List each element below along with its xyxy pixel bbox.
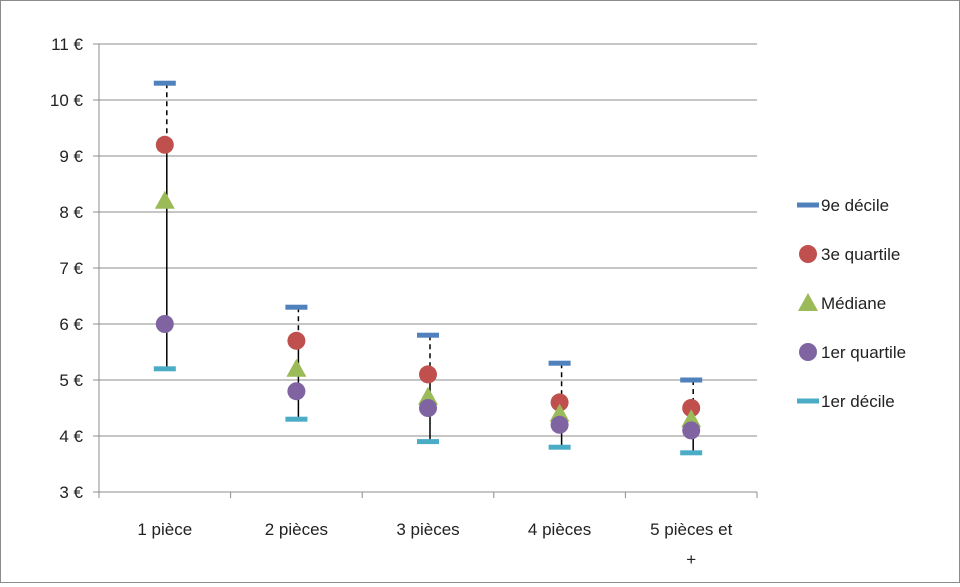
point-1er-quartile [287,382,306,401]
point-1er-décile [417,439,439,445]
point-médiane [681,409,702,428]
y-tick-label: 9 € [59,147,83,166]
point-médiane [154,190,175,209]
legend-marker [799,245,817,263]
point-médiane [286,358,307,377]
point-3e-quartile [550,393,569,412]
point-1er-quartile [682,421,701,440]
point-9e-décile [285,304,308,310]
x-tick-label: 2 pièces [265,520,328,539]
point-médiane [549,403,570,422]
legend-label: 9e décile [821,196,889,215]
y-tick-label: 10 € [50,91,84,110]
point-1er-quartile [155,315,174,333]
point-1er-quartile [419,399,437,417]
data-marks [153,80,703,456]
point-médiane [418,386,438,405]
legend: 9e décile 3e quartile Médiane 1er quartile 1… [797,196,906,411]
point-9e-décile [680,377,703,383]
point-3e-quartile [682,399,701,417]
point-9e-décile [417,332,439,338]
x-tick-label: 1 pièce [137,520,192,539]
legend-marker [798,293,818,311]
point-1er-décile [548,444,571,450]
axes [93,43,758,498]
legend-label: 1er décile [821,392,895,411]
point-1er-décile [153,366,176,372]
point-1er-décile [285,416,308,422]
y-tick-label: 3 € [59,483,83,502]
x-tick-label: 4 pièces [528,520,591,539]
y-tick-label: 4 € [59,427,83,446]
legend-label: 1er quartile [821,343,906,362]
y-tick-label: 8 € [59,203,83,222]
x-tick-label: 5 pièces et + [650,520,732,569]
y-tick-label: 7 € [59,259,83,278]
point-3e-quartile [287,331,306,350]
point-1er-décile [680,450,703,456]
point-1er-quartile [550,415,569,434]
gridlines [99,43,757,437]
point-9e-décile [153,80,176,86]
point-9e-décile [548,360,571,366]
legend-marker [797,202,819,208]
tick-labels: 3 € 4 € 5 € 6 € 7 € 8 € 9 € 10 € 11 € 1 pièce 2 pi… [50,35,733,569]
point-3e-quartile [155,135,174,154]
point-3e-quartile [419,365,437,384]
legend-label: Médiane [821,294,886,313]
legend-label: 3e quartile [821,245,900,264]
y-tick-label: 6 € [59,315,83,334]
legend-marker [797,398,819,404]
y-tick-label: 5 € [59,371,83,390]
x-tick-label: 3 pièces [396,520,459,539]
legend-marker [799,343,817,361]
y-tick-label: 11 € [51,35,83,54]
